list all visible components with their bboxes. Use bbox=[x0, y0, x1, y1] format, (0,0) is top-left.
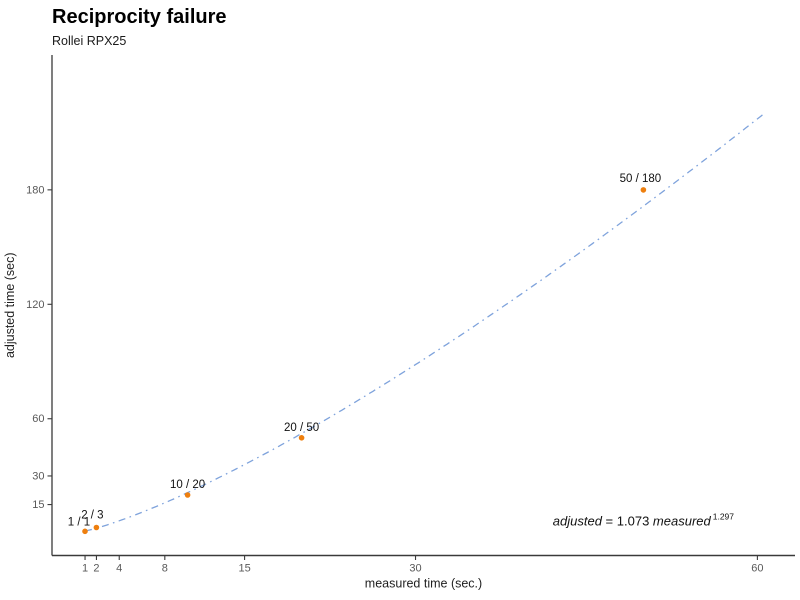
point-label: 1 / 1 bbox=[68, 516, 90, 528]
point-label: 50 / 180 bbox=[620, 173, 662, 185]
x-tick-label: 1 bbox=[82, 563, 88, 575]
x-tick-label: 30 bbox=[409, 563, 421, 575]
chart-title: Reciprocity failure bbox=[52, 6, 227, 28]
y-axis-title: adjusted time (sec) bbox=[3, 252, 17, 358]
x-tick-label: 8 bbox=[162, 563, 168, 575]
x-tick-label: 4 bbox=[116, 563, 122, 575]
data-point bbox=[93, 524, 100, 531]
y-tick-label: 15 bbox=[32, 499, 44, 511]
y-tick-label: 30 bbox=[32, 470, 44, 482]
y-tick-label: 120 bbox=[26, 299, 44, 311]
data-point bbox=[184, 492, 191, 498]
x-axis-title: measured time (sec.) bbox=[365, 577, 482, 591]
data-point bbox=[82, 528, 88, 535]
point-label: 2 / 3 bbox=[81, 510, 103, 522]
data-point bbox=[640, 187, 647, 193]
fit-curve bbox=[84, 113, 764, 532]
point-label: 10 / 20 bbox=[170, 479, 205, 491]
point-label: 20 / 50 bbox=[284, 422, 319, 434]
x-tick-label: 15 bbox=[238, 563, 250, 575]
x-tick-label: 2 bbox=[93, 563, 99, 575]
y-tick-label: 60 bbox=[32, 413, 44, 425]
y-tick-label: 180 bbox=[26, 184, 44, 196]
x-tick-label: 60 bbox=[751, 563, 763, 575]
fit-equation: adjusted = 1.073 measured 1.297 bbox=[553, 512, 734, 529]
data-point bbox=[298, 435, 305, 441]
chart-subtitle: Rollei RPX25 bbox=[52, 34, 127, 48]
